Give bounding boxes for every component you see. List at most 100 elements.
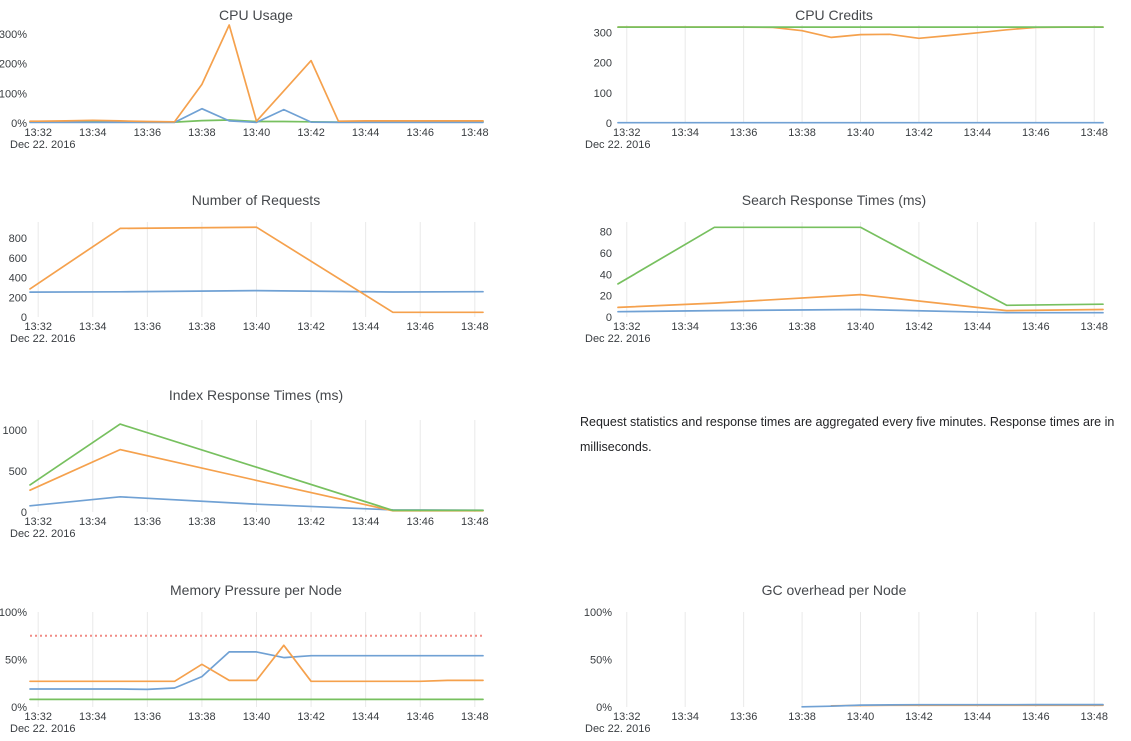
x-tick-label: 13:48 [1080,127,1108,139]
x-tick-label: 13:40 [243,127,271,139]
x-tick-label: 13:44 [964,321,992,333]
x-tick-label: 13:40 [243,321,271,333]
y-tick-label: 400 [9,273,27,285]
y-tick-label: 50% [590,655,612,667]
x-tick-label: 13:38 [188,711,216,723]
x-tick-label: 13:34 [79,321,107,333]
chart-gc-overhead: GC overhead per Node 0% 50% 100% 13:32 13:34… [565,575,1131,741]
x-tick-label: 13:40 [847,321,875,333]
series-line-green [29,423,484,512]
x-tick-label: 13:40 [243,516,271,528]
x-tick-label: 13:34 [671,127,699,139]
y-tick-label: 800 [9,233,27,245]
y-tick-label: 100% [0,607,27,619]
search-response-times-plot: 0 20 40 60 80 13:32 13:34 13:36 13:38 13:40 13:42 1… [585,222,1108,345]
x-tick-label: 13:42 [297,127,325,139]
series-line-orange [617,293,1104,312]
x-tick-label: 13:36 [730,127,758,139]
x-tick-label: 13:38 [188,321,216,333]
x-tick-label: 13:36 [134,516,162,528]
chart-title-index-response-times: Index Response Times (ms) [168,387,344,403]
y-tick-label: 200% [0,59,27,71]
x-tick-label: 13:38 [788,321,816,333]
x-tick-label: 13:42 [297,516,325,528]
x-tick-label: 13:36 [730,321,758,333]
x-tick-label: 13:48 [461,321,489,333]
y-tick-label: 80 [600,227,612,239]
y-tick-label: 0% [596,702,612,714]
chart-index-response-times: Index Response Times (ms) 0 500 1000 13:32 1… [0,380,565,575]
x-tick-label: 13:42 [297,711,325,723]
x-tick-label: 13:36 [730,711,758,723]
y-tick-label: 0% [11,702,27,714]
aggregation-note: Request statistics and response times ar… [565,380,1131,575]
date-label: Dec 22. 2016 [10,723,75,735]
date-label: Dec 22. 2016 [585,333,650,345]
series-line-blue [29,289,484,293]
y-tick-label: 40 [600,269,612,281]
x-tick-label: 13:44 [964,711,992,723]
x-tick-label: 13:34 [79,516,107,528]
chart-title-gc-overhead: GC overhead per Node [761,582,907,598]
date-label: Dec 22. 2016 [585,139,650,151]
x-tick-label: 13:40 [847,127,875,139]
y-tick-label: 0 [606,312,612,324]
chart-memory-pressure: Memory Pressure per Node 0% 50% 100% 13:32 1… [0,575,565,741]
y-tick-label: 1000 [3,425,27,437]
chart-title-cpu-credits: CPU Credits [795,7,873,23]
x-tick-label: 13:46 [406,127,434,139]
x-tick-label: 13:34 [671,711,699,723]
x-tick-label: 13:46 [1022,711,1050,723]
x-tick-label: 13:42 [905,127,933,139]
chart-title-cpu-usage: CPU Usage [219,7,293,23]
y-tick-label: 0 [21,507,27,519]
number-of-requests-plot: 0 200 400 600 800 13:32 13:34 13:36 13:38 13:40 13… [9,222,489,345]
x-tick-label: 13:42 [905,711,933,723]
chart-title-number-of-requests: Number of Requests [191,192,321,208]
x-tick-label: 13:32 [613,321,641,333]
x-tick-label: 13:46 [406,516,434,528]
y-tick-label: 600 [9,253,27,265]
date-label: Dec 22. 2016 [10,528,75,540]
x-tick-label: 13:38 [188,127,216,139]
y-tick-label: 0% [11,118,27,130]
y-tick-label: 300 [594,28,612,40]
y-tick-label: 20 [600,291,612,303]
x-tick-label: 13:48 [1080,711,1108,723]
y-tick-label: 0 [606,118,612,130]
x-tick-label: 13:32 [24,321,52,333]
x-tick-label: 13:32 [613,711,641,723]
chart-cpu-credits: CPU Credits 0 100 200 300 13:32 13:34 13:36 13:… [565,0,1131,185]
memory-pressure-plot: 0% 50% 100% 13:32 13:34 13:36 13:38 13:40 13:42 1… [0,607,489,735]
x-tick-label: 13:40 [243,711,271,723]
y-tick-label: 100% [584,607,612,619]
date-label: Dec 22. 2016 [10,139,75,151]
x-tick-label: 13:46 [1022,127,1050,139]
x-tick-label: 13:48 [461,127,489,139]
cpu-usage-plot: 0% 100% 200% 300% 13:32 13:34 13:36 13:38 13:40 1… [0,24,489,151]
x-tick-label: 13:44 [352,321,380,333]
x-tick-label: 13:46 [406,711,434,723]
y-tick-label: 500 [9,466,27,478]
date-label: Dec 22. 2016 [10,333,75,345]
x-tick-label: 13:44 [352,711,380,723]
y-tick-label: 200 [9,292,27,304]
date-label: Dec 22. 2016 [585,723,650,735]
x-tick-label: 13:32 [613,127,641,139]
chart-number-of-requests: Number of Requests 0 200 400 600 800 13:32 13:… [0,185,565,380]
x-tick-label: 13:44 [964,127,992,139]
series-line-blue [29,107,484,124]
y-tick-label: 0 [21,312,27,324]
x-tick-label: 13:42 [905,321,933,333]
chart-title-search-response-times: Search Response Times (ms) [741,192,927,208]
x-tick-label: 13:40 [847,711,875,723]
y-tick-label: 50% [5,655,27,667]
x-tick-label: 13:34 [79,127,107,139]
y-tick-label: 200 [594,58,612,70]
y-tick-label: 60 [600,248,612,260]
x-tick-label: 13:32 [24,516,52,528]
x-tick-label: 13:32 [24,127,52,139]
cpu-credits-plot: 0 100 200 300 13:32 13:34 13:36 13:38 13:40 13:42… [585,25,1108,151]
x-tick-label: 13:44 [352,516,380,528]
